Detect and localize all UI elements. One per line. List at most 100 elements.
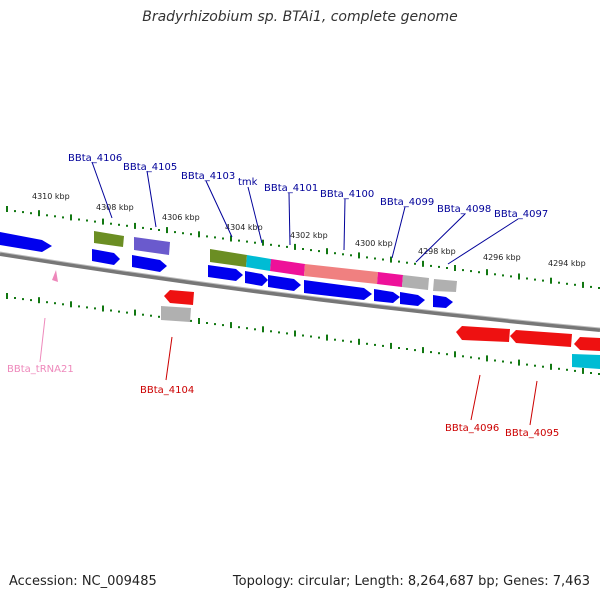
gene-cds[interactable]	[433, 295, 453, 308]
gene-cds[interactable]	[208, 265, 243, 281]
gene-cds-reverse[interactable]	[572, 354, 600, 369]
scale-dot	[94, 307, 96, 310]
tick-label: 4298 kbp	[418, 247, 456, 256]
chromosome-backbone	[0, 252, 600, 332]
scale-dot	[430, 351, 432, 354]
scale-major-tick	[454, 351, 456, 358]
scale-dot	[494, 273, 496, 276]
scale-dot	[406, 348, 408, 350]
forward-strand-features	[0, 231, 457, 308]
gene-bbta-4104-upper[interactable]	[164, 290, 194, 305]
gene-bbta-4095[interactable]	[510, 330, 572, 347]
scale-major-tick	[582, 281, 584, 288]
gene-cds[interactable]	[374, 289, 400, 303]
gene-label[interactable]: BBta_4095	[505, 428, 559, 439]
scale-dot	[366, 256, 368, 259]
gene-label[interactable]: BBta_tRNA21	[7, 364, 74, 375]
scale-dot	[78, 218, 80, 221]
scale-dot	[534, 364, 536, 367]
gene-label[interactable]: BBta_4103	[181, 171, 235, 182]
gene-cds[interactable]	[132, 255, 167, 272]
gene-label[interactable]: tmk	[238, 177, 258, 188]
gene-cds[interactable]	[245, 271, 268, 286]
scale-major-tick	[390, 256, 392, 263]
scale-dot	[526, 277, 528, 280]
scale-dot	[462, 355, 464, 358]
tick-label: 4300 kbp	[355, 239, 393, 248]
scale-dot	[502, 360, 504, 363]
trna-bbta-trna21[interactable]	[52, 270, 58, 282]
reverse-strand-features	[52, 270, 600, 369]
gene-label[interactable]: BBta_4104	[140, 385, 194, 396]
scale-dot	[126, 224, 128, 227]
scale-dot	[118, 223, 120, 226]
gene-bbta-4106[interactable]	[94, 231, 124, 247]
scale-dot	[542, 279, 544, 282]
gene-bbta-4099[interactable]	[377, 272, 403, 287]
scale-major-tick	[518, 359, 520, 366]
gene-tmk[interactable]	[246, 255, 271, 271]
scale-dot	[438, 352, 440, 355]
gene-bbta-4103[interactable]	[210, 249, 247, 267]
gene-cds-reverse[interactable]	[574, 337, 600, 351]
gene-cds[interactable]	[268, 275, 301, 291]
gene-cds[interactable]	[92, 249, 120, 265]
map-title: Bradyrhizobium sp. BTAi1, complete genom…	[142, 9, 458, 25]
gene-label[interactable]: BBta_4105	[123, 162, 177, 173]
gene-label[interactable]: BBta_4096	[445, 423, 499, 434]
gene-label[interactable]: BBta_4099	[380, 197, 434, 208]
gene-bbta-4096[interactable]	[456, 326, 510, 342]
scale-major-tick	[454, 265, 456, 271]
gene-cds[interactable]	[400, 292, 425, 306]
gene-cds[interactable]	[304, 280, 372, 300]
gene-bbta-4098[interactable]	[402, 275, 429, 290]
scale-dot	[350, 254, 352, 257]
scale-major-tick	[550, 277, 552, 284]
scale-dot	[374, 343, 376, 346]
gene-bbta-4101[interactable]	[270, 259, 305, 276]
scale-dot	[46, 301, 48, 304]
gene-bbta-4104[interactable]	[161, 306, 191, 322]
scale-dot	[470, 270, 472, 273]
scale-dot	[94, 220, 96, 223]
scale-dot	[430, 264, 432, 267]
scale-major-tick	[326, 248, 328, 255]
scale-dot	[118, 310, 120, 313]
gene-bbta-4100[interactable]	[304, 264, 378, 284]
gene-bbta-4097[interactable]	[433, 279, 457, 292]
scale-dot	[270, 330, 272, 333]
gene-cds[interactable]	[0, 232, 52, 252]
gene-label[interactable]: BBta_4100	[320, 189, 374, 200]
scale-dot	[526, 363, 528, 366]
gene-label[interactable]: BBta_4097	[494, 209, 548, 220]
scale-dot	[254, 241, 256, 244]
chromosome-backbone-highlight	[0, 251, 600, 329]
scale-dot	[470, 356, 472, 359]
tick-label: 4294 kbp	[548, 259, 586, 268]
scale-dot	[54, 215, 56, 218]
gene-bbta-4105[interactable]	[134, 237, 170, 255]
scale-major-tick	[230, 322, 232, 329]
scale-major-tick	[262, 326, 264, 333]
scale-major-tick	[70, 214, 72, 221]
scale-major-tick	[358, 252, 360, 259]
scale-major-tick	[230, 235, 232, 242]
scale-dot	[46, 214, 48, 217]
scale-dot	[110, 222, 112, 225]
gene-label[interactable]: BBta_4098	[437, 204, 491, 215]
scale-major-tick	[294, 330, 296, 337]
scale-dot	[598, 287, 600, 289]
gene-label[interactable]: BBta_4106	[68, 153, 122, 164]
scale-dot	[438, 265, 440, 268]
scale-dot	[62, 303, 64, 306]
scale-dot	[590, 285, 592, 288]
scale-dot	[542, 365, 544, 368]
scale-dot	[22, 211, 24, 214]
gene-label[interactable]: BBta_4101	[264, 183, 318, 194]
scale-major-tick	[390, 342, 392, 349]
scale-dot	[238, 326, 240, 329]
scale-dot	[318, 250, 320, 253]
scale-major-tick	[102, 218, 104, 225]
